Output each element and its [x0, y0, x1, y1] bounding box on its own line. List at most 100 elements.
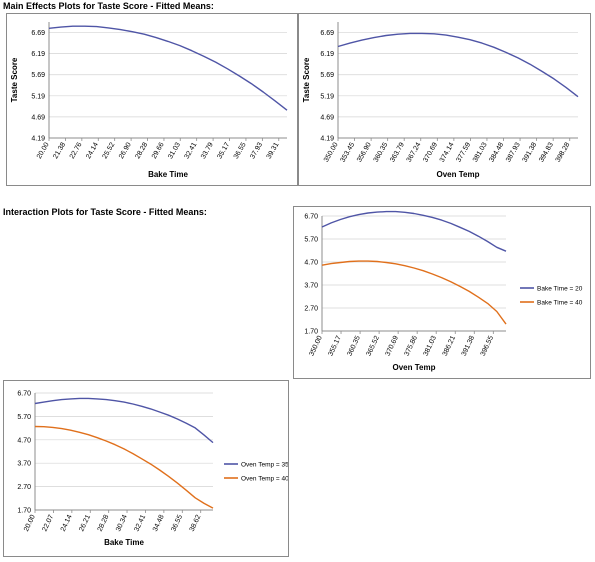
y-tick-label: 4.19	[31, 136, 45, 143]
x-tick-label: 370.69	[422, 141, 439, 163]
x-tick-label: 398.28	[555, 141, 572, 163]
x-tick-label: 394.83	[538, 141, 555, 163]
x-tick-label: 360.35	[347, 335, 362, 357]
y-tick-label: 5.69	[320, 72, 334, 79]
x-tick-label: 381.03	[472, 141, 489, 163]
y-tick-label: 1.70	[17, 508, 31, 515]
legend-label: Bake Time = 40	[537, 300, 583, 307]
bake-time-interaction-panel: 1.70 2.70 3.70 4.70 5.70 6.70 20.00 22.07 24.14 2…	[3, 380, 289, 557]
y-tick-label: 6.70	[17, 391, 31, 398]
x-tick-label: 26.90	[118, 141, 133, 160]
series-line-2	[34, 425, 214, 509]
bake-time-main-panel: 4.19 4.69 5.19 5.69 6.19 6.69 20.00 21.38 22.76 2…	[6, 13, 298, 186]
x-tick-label: 22.07	[41, 514, 55, 533]
x-tick-label: 36.55	[233, 141, 248, 160]
x-tick-label: 24.14	[60, 514, 74, 533]
x-axis-title: Bake Time	[148, 170, 188, 179]
y-tick-label: 5.70	[304, 237, 318, 244]
x-tick-label: 374.14	[439, 141, 456, 163]
oven-temp-interaction-chart: 1.70 2.70 3.70 4.70 5.70 6.70 350.00 355.17 360.…	[304, 210, 583, 372]
y-tick-label: 3.70	[304, 283, 318, 290]
series-line-1	[321, 210, 507, 252]
y-tick-label: 2.70	[304, 306, 318, 313]
oven-temp-main-panel: 4.19 4.69 5.19 5.69 6.19 6.69 350.00 353.45 356.…	[298, 13, 591, 186]
x-tick-label: 29.66	[151, 141, 166, 160]
x-tick-label: 28.28	[134, 141, 149, 160]
x-tick-label: 20.00	[36, 141, 51, 160]
x-tick-label: 375.86	[404, 335, 419, 357]
x-tick-label: 30.34	[115, 514, 129, 533]
x-tick-label: 356.90	[356, 141, 373, 163]
y-tick-label: 6.69	[31, 30, 45, 37]
x-tick-label: 384.48	[488, 141, 505, 163]
oven-temp-interaction-panel: 1.70 2.70 3.70 4.70 5.70 6.70 350.00 355.17 360.…	[293, 206, 591, 379]
x-tick-label: 39.31	[266, 141, 281, 160]
bake-time-interaction-chart: 1.70 2.70 3.70 4.70 5.70 6.70 20.00 22.07 24.14 2…	[17, 391, 288, 548]
y-tick-label: 4.70	[304, 260, 318, 267]
x-tick-label: 387.93	[505, 141, 522, 163]
y-tick-label: 6.69	[320, 30, 334, 37]
y-tick-label: 5.70	[17, 414, 31, 421]
y-tick-label: 5.19	[31, 93, 45, 100]
y-tick-label: 6.70	[304, 214, 318, 221]
x-tick-label: 33.79	[200, 141, 215, 160]
x-tick-label: 350.00	[323, 141, 340, 163]
main-effects-title: Main Effects Plots for Taste Score - Fit…	[3, 1, 214, 11]
x-tick-label: 32.41	[184, 141, 199, 160]
x-tick-label: 386.21	[442, 335, 457, 357]
x-tick-label: 391.38	[461, 335, 476, 357]
x-tick-label: 34.48	[152, 514, 166, 533]
series-line-1	[48, 25, 288, 111]
x-tick-label: 25.52	[102, 141, 117, 160]
y-tick-label: 4.19	[320, 136, 334, 143]
x-tick-label: 35.17	[216, 141, 231, 160]
x-tick-label: 32.41	[134, 514, 148, 533]
x-tick-label: 36.55	[170, 514, 184, 533]
y-tick-label: 6.19	[320, 51, 334, 58]
y-tick-label: 3.70	[17, 461, 31, 468]
x-tick-label: 363.79	[389, 141, 406, 163]
x-axis-title: Oven Temp	[437, 170, 480, 179]
x-tick-label: 26.21	[78, 514, 92, 533]
y-tick-label: 5.69	[31, 72, 45, 79]
x-tick-label: 38.62	[189, 514, 203, 533]
x-tick-label: 396.55	[480, 335, 495, 357]
x-tick-label: 377.59	[455, 141, 472, 163]
x-tick-label: 353.45	[340, 141, 357, 163]
x-tick-label: 367.24	[406, 141, 423, 163]
legend-label: Oven Temp = 400	[241, 476, 288, 483]
x-tick-label: 21.38	[52, 141, 67, 160]
x-tick-label: 355.17	[327, 335, 342, 357]
x-tick-label: 365.52	[366, 335, 381, 357]
interaction-title: Interaction Plots for Taste Score - Fitt…	[3, 207, 207, 217]
y-axis-title: Taste Score	[302, 57, 311, 102]
legend-label: Oven Temp = 350	[241, 462, 288, 469]
series-line-2	[321, 260, 507, 325]
legend-label: Bake Time = 20	[537, 286, 583, 293]
y-tick-label: 4.69	[320, 114, 334, 121]
x-tick-label: 370.69	[385, 335, 400, 357]
y-tick-label: 2.70	[17, 484, 31, 491]
series-line-1	[34, 397, 214, 444]
x-tick-label: 350.00	[308, 335, 323, 357]
x-axis-title: Oven Temp	[393, 363, 436, 372]
y-tick-label: 1.70	[304, 329, 318, 336]
oven-temp-main-chart: 4.19 4.69 5.19 5.69 6.19 6.69 350.00 353.45 356.…	[302, 22, 579, 179]
x-tick-label: 31.03	[167, 141, 182, 160]
x-axis-title: Bake Time	[104, 538, 144, 547]
y-tick-label: 4.69	[31, 114, 45, 121]
x-tick-label: 20.00	[23, 514, 37, 533]
y-tick-label: 5.19	[320, 93, 334, 100]
x-tick-label: 360.35	[373, 141, 390, 163]
x-tick-label: 37.93	[249, 141, 264, 160]
x-tick-label: 391.38	[522, 141, 539, 163]
x-tick-label: 28.28	[97, 514, 111, 533]
x-tick-label: 24.14	[85, 141, 100, 160]
y-axis-title: Taste Score	[10, 57, 19, 102]
x-tick-label: 22.76	[69, 141, 84, 160]
y-tick-label: 4.70	[17, 437, 31, 444]
y-tick-label: 6.19	[31, 51, 45, 58]
series-line-1	[337, 32, 579, 98]
x-tick-label: 381.03	[423, 335, 438, 357]
